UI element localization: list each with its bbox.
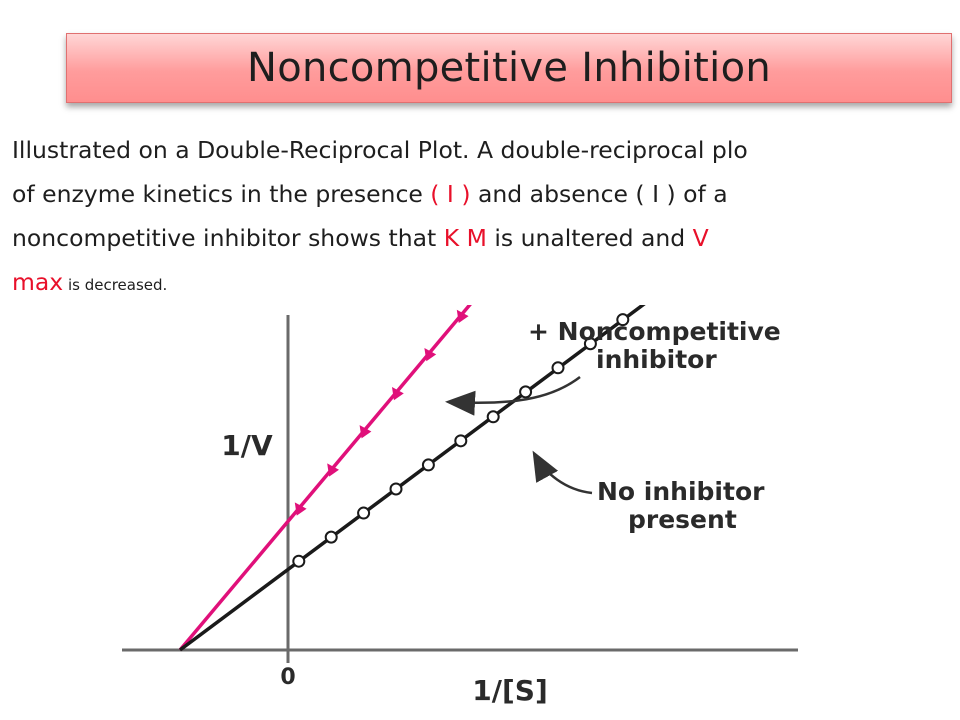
- body-line-3-text: noncompetitive inhibitor shows that: [12, 224, 444, 252]
- series-inhibitor: [178, 305, 472, 652]
- km-term: K M: [443, 224, 487, 252]
- axes: 0 1/[S] 1/V: [122, 315, 798, 705]
- body-line-3: noncompetitive inhibitor shows that K M …: [12, 216, 960, 260]
- body-line-3-mid: is unaltered and: [486, 224, 693, 252]
- data-point: [324, 530, 338, 544]
- data-point: [357, 506, 371, 520]
- body-line-2: of enzyme kinetics in the presence ( I )…: [12, 172, 960, 216]
- data-point: [551, 361, 565, 375]
- series-group: [178, 305, 646, 652]
- body-line-2-text: of enzyme kinetics in the presence: [12, 180, 431, 208]
- presence-term: ( I ): [430, 180, 471, 208]
- vmax-term-max: max: [12, 268, 64, 296]
- data-point: [583, 337, 597, 351]
- data-point: [424, 347, 437, 362]
- data-point: [391, 386, 404, 401]
- data-point: [327, 463, 339, 477]
- slide-title: Noncompetitive Inhibition: [246, 45, 771, 91]
- data-point: [421, 458, 435, 472]
- annotation-no-inhibitor-line2: present: [628, 505, 737, 534]
- data-point: [454, 434, 468, 448]
- data-point: [456, 309, 469, 324]
- body-line-4: max is decreased.: [12, 260, 960, 307]
- arrow-inhibitor: [445, 376, 581, 416]
- arrow-no-inhibitor: [532, 450, 593, 495]
- series-line: [178, 305, 472, 652]
- data-point: [294, 502, 307, 516]
- x-axis-label: 1/[S]: [472, 674, 547, 705]
- annotation-no-inhibitor: No inhibitor: [597, 477, 765, 506]
- body-line-4-text: is decreased.: [63, 276, 168, 294]
- annotation-inhibitor: + Noncompetitive: [528, 317, 781, 346]
- data-point: [519, 385, 533, 399]
- y-axis-label: 1/V: [221, 429, 273, 462]
- vmax-term-v: V: [692, 224, 709, 252]
- data-point: [389, 482, 403, 496]
- x-tick-label: 0: [280, 665, 295, 690]
- data-point: [292, 554, 306, 568]
- body-line-2-rest: and absence ( I ) of a: [470, 180, 728, 208]
- data-point: [486, 410, 500, 424]
- body-line-1-text: Illustrated on a Double-Reciprocal Plot.…: [12, 136, 748, 164]
- data-point: [359, 425, 372, 439]
- body-text: Illustrated on a Double-Reciprocal Plot.…: [12, 128, 960, 308]
- data-point: [616, 313, 630, 327]
- title-banner: Noncompetitive Inhibition: [66, 33, 952, 103]
- series-no-inhibitor: [178, 305, 646, 652]
- body-line-1: Illustrated on a Double-Reciprocal Plot.…: [12, 128, 960, 172]
- annotation-inhibitor-line2: inhibitor: [596, 345, 717, 374]
